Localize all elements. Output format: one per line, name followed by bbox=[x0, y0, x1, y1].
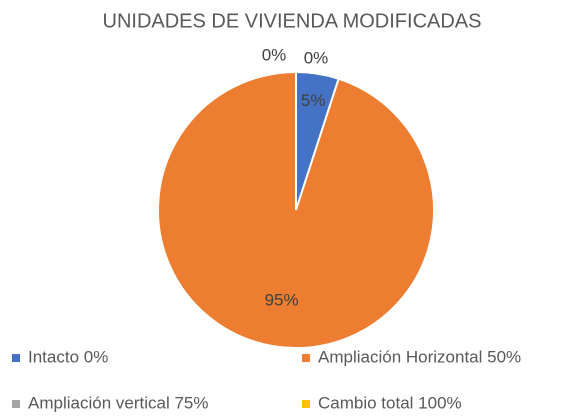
legend-swatch bbox=[12, 354, 20, 362]
data-label: 0% bbox=[262, 45, 287, 64]
legend-swatch bbox=[302, 354, 310, 362]
pie-slice bbox=[157, 70, 435, 349]
legend-label: Ampliación Horizontal 50% bbox=[318, 347, 521, 366]
legend-swatch bbox=[12, 400, 20, 408]
legend-label: Cambio total 100% bbox=[318, 393, 462, 412]
legend-label: Ampliación vertical 75% bbox=[28, 393, 208, 412]
data-label: 0% bbox=[304, 48, 329, 67]
data-label: 95% bbox=[265, 290, 299, 309]
legend-swatch bbox=[302, 400, 310, 408]
data-label: 5% bbox=[301, 91, 326, 110]
legend-label: Intacto 0% bbox=[28, 347, 108, 366]
chart-title: UNIDADES DE VIVIENDA MODIFICADAS bbox=[103, 10, 482, 32]
